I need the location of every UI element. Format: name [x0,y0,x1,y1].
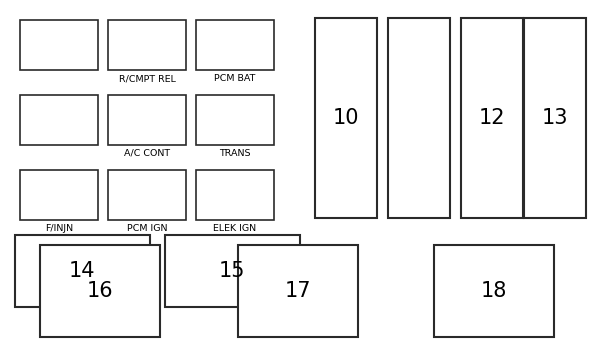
FancyBboxPatch shape [20,95,98,145]
Text: 13: 13 [542,108,568,128]
FancyBboxPatch shape [196,170,274,220]
Text: F/INJN: F/INJN [45,224,73,233]
Text: 10: 10 [333,108,359,128]
FancyBboxPatch shape [238,245,358,337]
Text: 16: 16 [86,281,113,301]
Text: 18: 18 [481,281,507,301]
FancyBboxPatch shape [196,20,274,70]
FancyBboxPatch shape [196,95,274,145]
FancyBboxPatch shape [20,170,98,220]
Text: A/C CONT: A/C CONT [124,149,170,158]
FancyBboxPatch shape [108,95,186,145]
Text: 15: 15 [219,261,245,281]
Text: PCM IGN: PCM IGN [127,224,167,233]
FancyBboxPatch shape [15,235,150,307]
FancyBboxPatch shape [40,245,160,337]
Text: 14: 14 [69,261,95,281]
Text: TRANS: TRANS [219,149,251,158]
FancyBboxPatch shape [388,18,450,218]
Text: 17: 17 [285,281,311,301]
FancyBboxPatch shape [20,20,98,70]
FancyBboxPatch shape [461,18,523,218]
Text: R/CMPT REL: R/CMPT REL [119,74,175,83]
FancyBboxPatch shape [108,170,186,220]
Text: PCM BAT: PCM BAT [214,74,256,83]
Text: ELEK IGN: ELEK IGN [214,224,257,233]
FancyBboxPatch shape [165,235,300,307]
Text: 12: 12 [479,108,505,128]
FancyBboxPatch shape [108,20,186,70]
FancyBboxPatch shape [434,245,554,337]
FancyBboxPatch shape [315,18,377,218]
FancyBboxPatch shape [524,18,586,218]
